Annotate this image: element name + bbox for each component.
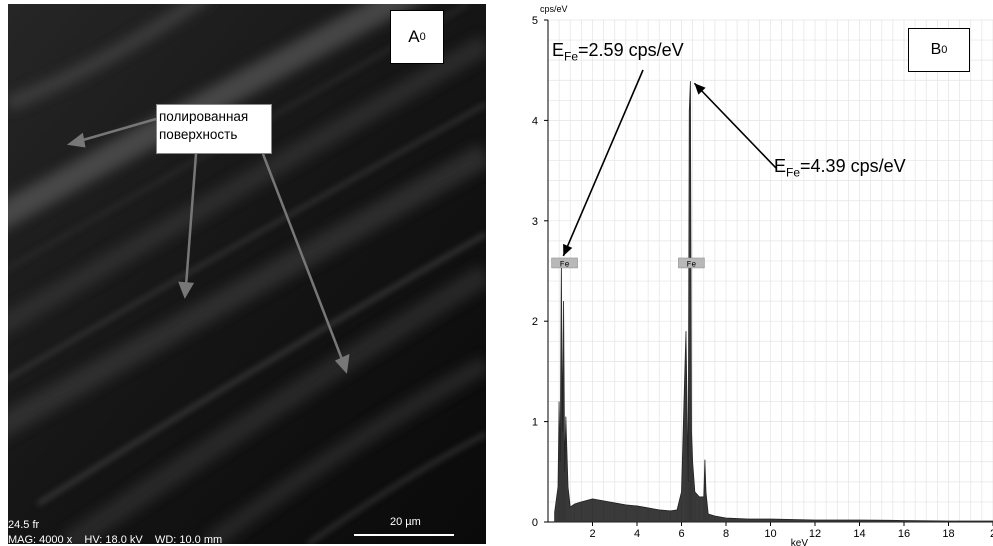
peak-label: Fe bbox=[560, 260, 570, 269]
y-tick-label: 5 bbox=[532, 15, 538, 27]
x-tick-label: 18 bbox=[942, 528, 954, 540]
y-axis-label: cps/eV bbox=[540, 4, 568, 14]
sem-micrograph-image bbox=[8, 4, 486, 544]
annot1-sub: Fe bbox=[564, 49, 579, 64]
x-tick-label: 16 bbox=[898, 528, 910, 540]
x-tick-label: 12 bbox=[809, 528, 821, 540]
fe-peak-1-arrow bbox=[562, 69, 644, 257]
peak-label-box bbox=[551, 257, 578, 269]
y-tick-label: 0 bbox=[532, 517, 538, 529]
spectrum-area bbox=[554, 81, 993, 523]
fe-peak-2-arrow-head bbox=[694, 83, 706, 95]
sem-footer-params: MAG: 4000 x HV: 18.0 kV WD: 10.0 mm bbox=[8, 534, 223, 544]
scale-bar-label: 20 µm bbox=[390, 516, 421, 528]
x-tick-label: 8 bbox=[723, 528, 729, 540]
x-tick-label: 2 bbox=[990, 528, 993, 540]
fe-peak-1-arrow-head bbox=[563, 243, 573, 256]
peak-label-box bbox=[678, 257, 705, 269]
fe-peak-1-annotation: EFe=2.59 cps/eV bbox=[552, 40, 684, 64]
annotation-line-2: поверхность bbox=[159, 127, 238, 142]
annot1-prefix: E bbox=[552, 40, 565, 60]
fe-peak-2-arrow bbox=[693, 82, 777, 169]
y-tick-label: 1 bbox=[532, 417, 538, 429]
y-tick-label: 2 bbox=[532, 316, 538, 328]
annot2-sub: Fe bbox=[786, 165, 801, 180]
polished-surface-annotation: полированная поверхность bbox=[156, 104, 272, 154]
peak-label: Fe bbox=[687, 260, 697, 269]
x-tick-label: 10 bbox=[764, 528, 776, 540]
x-tick-label: 6 bbox=[678, 528, 684, 540]
scale-bar bbox=[354, 534, 454, 536]
x-tick-label: 14 bbox=[853, 528, 865, 540]
x-tick-label: 2 bbox=[589, 528, 595, 540]
fe-peak-2-annotation: EFe=4.39 cps/eV bbox=[774, 156, 906, 180]
annot2-value: =4.39 cps/eV bbox=[800, 156, 906, 176]
y-tick-label: 4 bbox=[532, 115, 538, 127]
annot1-value: =2.59 cps/eV bbox=[578, 40, 684, 60]
annotation-line-1: полированная bbox=[159, 109, 249, 124]
y-tick-label: 3 bbox=[532, 216, 538, 228]
panel-b-letter: B bbox=[930, 41, 942, 58]
panel-a-subscript: 0 bbox=[419, 31, 426, 43]
x-tick-label: 4 bbox=[634, 528, 640, 540]
annot2-prefix: E bbox=[774, 156, 787, 176]
sem-footer-frame: 24.5 fr bbox=[8, 519, 40, 531]
x-axis-label: keV bbox=[791, 538, 809, 546]
panel-a-letter: A bbox=[408, 27, 420, 46]
panel-b-subscript: 0 bbox=[941, 44, 948, 56]
